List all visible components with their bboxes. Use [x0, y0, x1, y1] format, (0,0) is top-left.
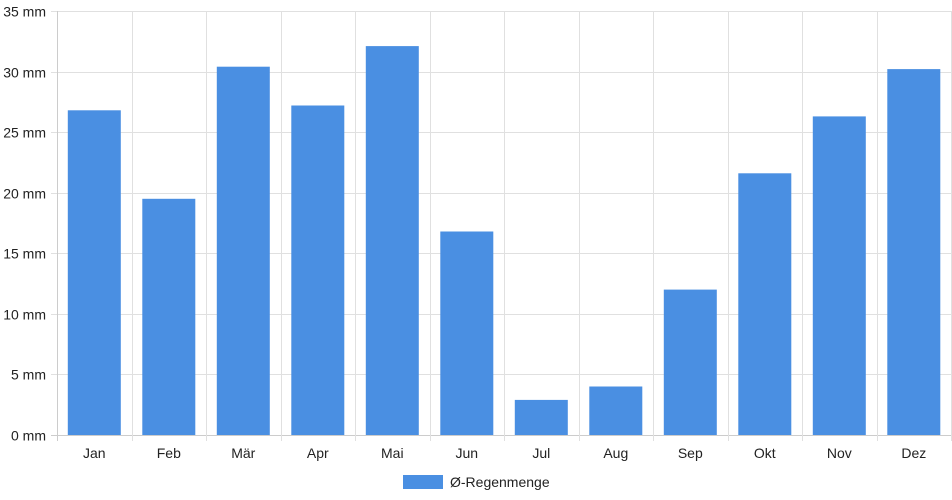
bar-jul[interactable]: [514, 399, 568, 435]
y-axis-ticks: 0 mm 5 mm 10 mm 15 mm 20 mm 25 mm 30 mm 35 mm: [3, 4, 46, 444]
bar-sep[interactable]: [663, 289, 717, 435]
x-tick-label: Jun: [456, 445, 479, 461]
grid: [51, 11, 952, 441]
x-axis-ticks: Jan Feb Mär Apr Mai Jun Jul Aug Sep Okt Nov Dez: [83, 445, 926, 461]
legend-label: Ø-Regenmenge: [450, 474, 550, 490]
y-tick-label: 15 mm: [3, 246, 46, 262]
bar-apr[interactable]: [291, 105, 345, 436]
x-tick-label: Jul: [532, 445, 550, 461]
x-tick-label: Sep: [678, 445, 703, 461]
legend-swatch: [403, 475, 443, 489]
y-tick-label: 25 mm: [3, 125, 46, 141]
y-tick-label: 10 mm: [3, 307, 46, 323]
bars: [67, 46, 941, 436]
x-tick-label: Jan: [83, 445, 106, 461]
bar-jun[interactable]: [440, 231, 494, 436]
bar-dez[interactable]: [887, 69, 941, 435]
bar-mai[interactable]: [365, 46, 419, 435]
y-tick-label: 30 mm: [3, 65, 46, 81]
x-tick-label: Okt: [754, 445, 776, 461]
y-tick-label: 20 mm: [3, 186, 46, 202]
bar-nov[interactable]: [812, 116, 866, 436]
bar-feb[interactable]: [142, 198, 196, 435]
x-tick-label: Mai: [381, 445, 404, 461]
x-tick-label: Apr: [307, 445, 329, 461]
x-tick-label: Mär: [231, 445, 255, 461]
bar-mär[interactable]: [216, 66, 270, 435]
x-tick-label: Nov: [827, 445, 852, 461]
y-tick-label: 0 mm: [11, 428, 46, 444]
x-tick-label: Aug: [603, 445, 628, 461]
y-tick-label: 5 mm: [11, 367, 46, 383]
x-tick-label: Feb: [157, 445, 181, 461]
x-tick-label: Dez: [901, 445, 926, 461]
y-tick-label: 35 mm: [3, 4, 46, 20]
bar-aug[interactable]: [589, 386, 643, 436]
legend[interactable]: Ø-Regenmenge: [403, 474, 550, 490]
bar-jan[interactable]: [67, 110, 121, 436]
bar-okt[interactable]: [738, 173, 792, 436]
